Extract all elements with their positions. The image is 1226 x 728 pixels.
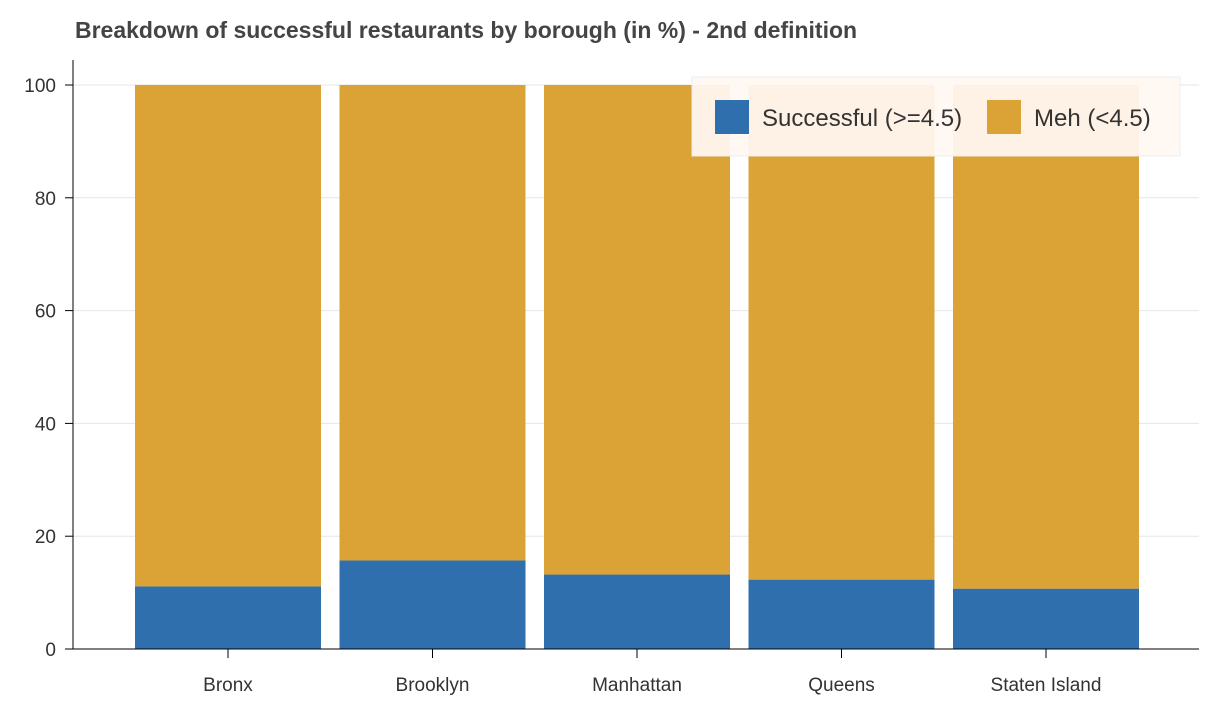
x-tick-label: Staten Island xyxy=(991,675,1102,696)
bar-segment[interactable] xyxy=(748,579,935,649)
y-tick-label: 100 xyxy=(24,76,56,97)
bar-segment[interactable] xyxy=(748,85,935,580)
legend-swatch xyxy=(715,100,749,134)
y-tick-label: 0 xyxy=(45,640,56,661)
legend-label[interactable]: Successful (>=4.5) xyxy=(762,105,962,132)
y-tick-label: 40 xyxy=(35,414,56,435)
legend-swatch xyxy=(987,100,1021,134)
legend[interactable]: Successful (>=4.5) Meh (<4.5) xyxy=(691,76,1181,157)
axes: 0 20 40 60 80 100 Bronx Brooklyn Manhattan Queens… xyxy=(24,60,1199,696)
bar-segment[interactable] xyxy=(135,85,321,587)
bar-segment[interactable] xyxy=(953,85,1139,589)
y-tick-label: 60 xyxy=(35,302,56,323)
bar-segment[interactable] xyxy=(544,85,730,575)
chart-title: Breakdown of successful restaurants by b… xyxy=(75,17,858,43)
x-tick-label: Bronx xyxy=(203,675,253,696)
bar-segment[interactable] xyxy=(544,574,730,649)
x-tick-label: Brooklyn xyxy=(396,675,470,696)
bar-segment[interactable] xyxy=(339,85,526,561)
bars xyxy=(135,85,1139,649)
x-tick-label: Manhattan xyxy=(592,675,682,696)
y-tick-label: 80 xyxy=(35,189,56,210)
bar-segment[interactable] xyxy=(135,586,321,649)
y-tick-label: 20 xyxy=(35,527,56,548)
bar-segment[interactable] xyxy=(339,560,526,649)
legend-label[interactable]: Meh (<4.5) xyxy=(1034,105,1151,132)
x-tick-label: Queens xyxy=(808,675,875,696)
legend-box xyxy=(691,76,1181,157)
bar-segment[interactable] xyxy=(953,588,1139,649)
